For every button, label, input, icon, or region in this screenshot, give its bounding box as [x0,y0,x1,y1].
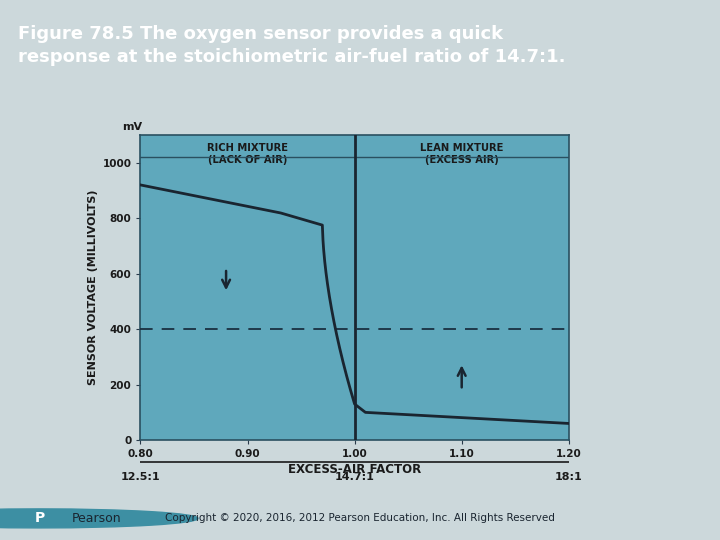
Text: 18:1: 18:1 [555,471,582,482]
Text: P: P [35,511,45,525]
Text: Copyright © 2020, 2016, 2012 Pearson Education, Inc. All Rights Reserved: Copyright © 2020, 2016, 2012 Pearson Edu… [165,514,555,523]
X-axis label: EXCESS-AIR FACTOR: EXCESS-AIR FACTOR [288,463,421,476]
Text: Figure 78.5 The oxygen sensor provides a quick
response at the stoichiometric ai: Figure 78.5 The oxygen sensor provides a… [18,24,565,66]
Text: 14.7:1: 14.7:1 [335,471,374,482]
Text: LEAN MIXTURE
(EXCESS AIR): LEAN MIXTURE (EXCESS AIR) [420,143,503,165]
Circle shape [0,509,198,528]
Text: mV: mV [122,122,143,132]
Text: Pearson: Pearson [72,512,122,525]
Text: 12.5:1: 12.5:1 [120,471,161,482]
Text: RICH MIXTURE
(LACK OF AIR): RICH MIXTURE (LACK OF AIR) [207,143,288,165]
Y-axis label: SENSOR VOLTAGE (MILLIVOLTS): SENSOR VOLTAGE (MILLIVOLTS) [89,190,98,386]
